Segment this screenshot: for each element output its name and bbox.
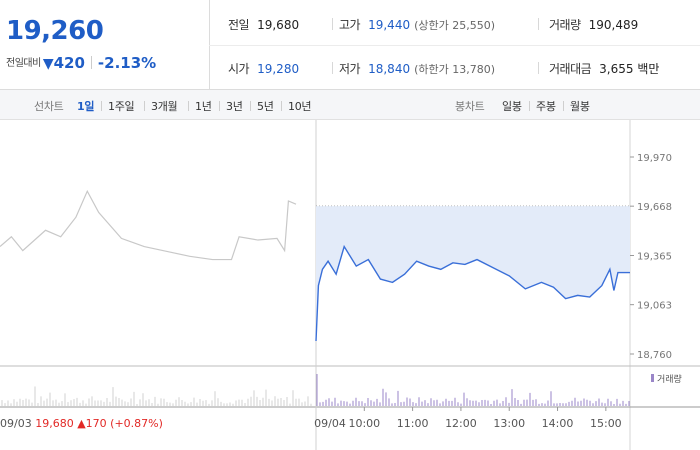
down-triangle-icon: ▼: [42, 56, 54, 72]
tab-divider: [188, 101, 189, 111]
x-tick-label: 13:00: [493, 417, 525, 430]
stat-divider: [332, 62, 333, 74]
tab-divider: [144, 101, 145, 111]
stat-value: 19,280: [257, 62, 300, 76]
current-price: 19,260: [6, 16, 104, 46]
tab-1year[interactable]: 1년: [195, 100, 212, 113]
stat-label: 전일: [228, 18, 250, 32]
lower-limit-value: 13,780: [452, 63, 491, 76]
stat-volume: 거래량 190,489: [549, 16, 638, 33]
up-triangle-icon: ▲: [74, 417, 86, 430]
stat-value: 19,440: [368, 18, 411, 32]
today-price-line: [315, 244, 630, 342]
candle-chart-label: 봉차트: [455, 100, 485, 113]
prev-day-info: 09/03 19,680 ▲170 (+0.87%): [0, 417, 163, 430]
volume-legend-swatch: [651, 374, 654, 382]
change-value: 420: [53, 54, 85, 72]
stat-label: 저가: [339, 62, 361, 76]
x-tick-label: 11:00: [397, 417, 429, 430]
stat-high: 고가 19,440 (상한가 25,550): [339, 16, 495, 33]
tab-divider: [563, 101, 564, 111]
tab-1day[interactable]: 1일: [77, 100, 95, 113]
stat-prev-close: 전일 19,680: [228, 16, 299, 33]
stat-divider: [332, 18, 333, 30]
change-divider: [90, 56, 92, 69]
x-tick-label: 15:00: [590, 417, 622, 430]
x-tick-label: 09/04: [314, 417, 346, 430]
today-area-fill: [316, 206, 630, 341]
upper-limit-label: 상한가: [418, 19, 449, 32]
prev-day-line: [0, 189, 297, 261]
price-summary: 19,260 전일대비 ▼420 -2.13%: [0, 0, 700, 90]
tab-3months[interactable]: 3개월: [151, 100, 178, 113]
prev-day-date: 09/03: [0, 417, 35, 430]
tab-divider: [529, 101, 530, 111]
volume-legend-label: 거래량: [657, 373, 682, 385]
tab-1week[interactable]: 1주일: [108, 100, 135, 113]
intraday-chart[interactable]: 19,970 19,668 19,365 19,063 18,760 거래량 09/04 10…: [0, 120, 700, 450]
stat-unit: 백만: [637, 62, 660, 76]
lower-limit-label: 하한가: [418, 63, 449, 76]
stats-row-divider: [209, 45, 700, 46]
tab-5years[interactable]: 5년: [257, 100, 274, 113]
prev-day-change-pct: (+0.87%): [107, 417, 163, 430]
stat-label: 거래량: [549, 18, 581, 32]
y-tick-label: 19,365: [637, 252, 672, 263]
x-tick-label: 10:00: [348, 417, 380, 430]
stat-value: 19,680: [257, 18, 300, 32]
tab-divider: [101, 101, 102, 111]
y-tick-label: 19,668: [637, 202, 672, 213]
stat-label: 시가: [228, 62, 250, 76]
period-tab-bar: [0, 90, 700, 120]
stat-amount: 거래대금 3,655 백만: [549, 60, 659, 77]
tab-divider: [219, 101, 220, 111]
stat-low: 저가 18,840 (하한가 13,780): [339, 60, 495, 77]
tab-3years[interactable]: 3년: [226, 100, 243, 113]
y-tick-label: 18,760: [637, 350, 672, 361]
stat-divider: [538, 62, 539, 74]
upper-limit-value: 25,550: [452, 19, 491, 32]
change-percent: -2.13%: [97, 54, 157, 72]
tab-10years[interactable]: 10년: [288, 100, 312, 113]
change-row: 전일대비 ▼420 -2.13%: [6, 54, 156, 72]
stat-value: 3,655: [599, 62, 634, 76]
prev-day-change: 170: [86, 417, 107, 430]
stat-value: 190,489: [588, 18, 639, 32]
x-tick-label: 12:00: [445, 417, 477, 430]
prev-day-close: 19,680: [35, 417, 74, 430]
tab-divider: [250, 101, 251, 111]
x-tick-label: 14:00: [542, 417, 574, 430]
upper-limit: (상한가 25,550): [414, 19, 496, 32]
change-label: 전일대비: [6, 58, 41, 69]
stat-divider: [538, 18, 539, 30]
stat-label: 고가: [339, 18, 361, 32]
stat-value: 18,840: [368, 62, 411, 76]
tab-daily-candle[interactable]: 일봉: [502, 100, 522, 113]
line-chart-label: 선차트: [34, 100, 64, 113]
tab-divider: [281, 101, 282, 111]
tab-monthly-candle[interactable]: 월봉: [570, 100, 590, 113]
tab-weekly-candle[interactable]: 주봉: [536, 100, 556, 113]
stat-open: 시가 19,280: [228, 60, 299, 77]
y-tick-label: 19,063: [637, 301, 672, 312]
y-tick-label: 19,970: [637, 153, 672, 164]
lower-limit: (하한가 13,780): [414, 63, 496, 76]
stat-label: 거래대금: [549, 62, 592, 76]
